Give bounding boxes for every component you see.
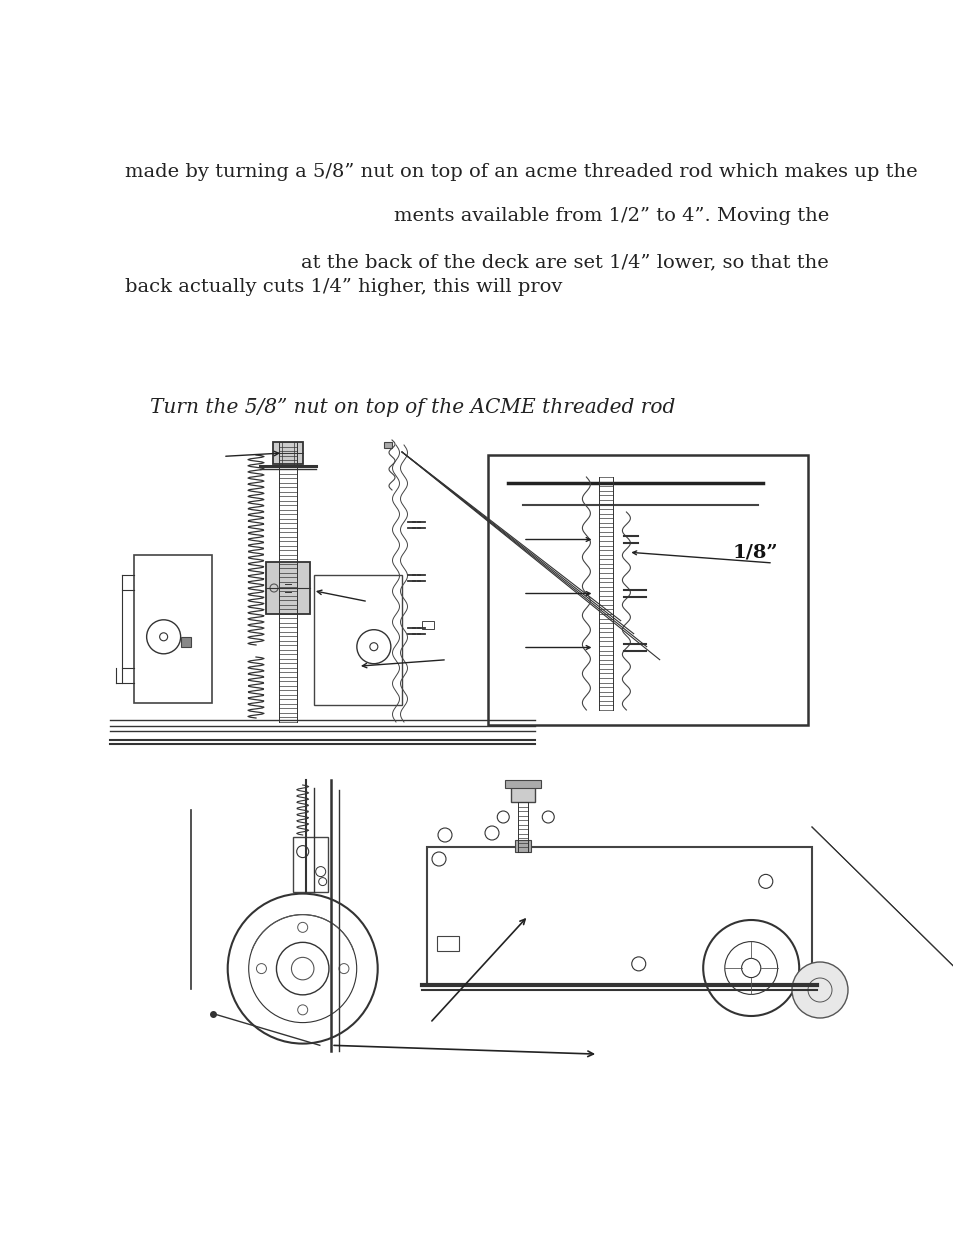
Bar	[181, 637, 191, 647]
Bar	[133, 556, 212, 704]
Bar	[421, 621, 434, 629]
Bar	[488, 454, 807, 725]
Text: at the back of the deck are set 1/4” lower, so that the: at the back of the deck are set 1/4” low…	[301, 253, 828, 270]
Bar	[515, 840, 531, 852]
Text: 1/8”: 1/8”	[732, 543, 778, 561]
Bar	[427, 847, 811, 984]
Text: back actually cuts 1/4” higher, this will prov: back actually cuts 1/4” higher, this wil…	[125, 278, 561, 296]
Bar	[436, 936, 458, 951]
Bar	[384, 442, 392, 448]
Text: ments available from 1/2” to 4”. Moving the: ments available from 1/2” to 4”. Moving …	[394, 207, 828, 225]
Bar	[511, 784, 535, 802]
Text: Turn the 5/8” nut on top of the ACME threaded rod: Turn the 5/8” nut on top of the ACME thr…	[150, 398, 675, 417]
Text: made by turning a 5/8” nut on top of an acme threaded rod which makes up the: made by turning a 5/8” nut on top of an …	[125, 163, 917, 182]
Bar	[266, 562, 310, 614]
Bar	[273, 442, 303, 464]
Bar	[293, 836, 328, 892]
Circle shape	[791, 962, 847, 1018]
Bar	[505, 781, 540, 788]
Bar	[314, 576, 401, 705]
